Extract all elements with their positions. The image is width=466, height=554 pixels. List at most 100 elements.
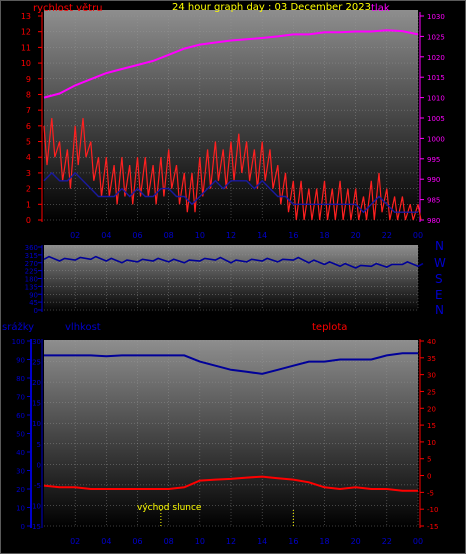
tick-label: 1010: [427, 95, 445, 103]
tick-label: 45: [29, 299, 38, 307]
tick-label: 13: [21, 12, 31, 21]
pressure-axis: 980 985 990 995 1000 1005 1010 1015 1020 1025 1030: [419, 12, 445, 225]
time-tick-label: 06: [132, 231, 142, 240]
tick-label: 100: [12, 338, 25, 346]
rain-axis: 0 10 20 30 40 50 60 70 80 90 100: [12, 338, 32, 531]
compass-n-top: N: [435, 239, 444, 253]
pressure-label: tlak: [371, 3, 390, 14]
tick-label: -10: [30, 502, 41, 510]
tick-label: 980: [427, 217, 440, 225]
humidity-label: vlhkost: [65, 322, 101, 333]
tick-label: 0: [34, 307, 38, 315]
tick-label: 15: [32, 400, 41, 408]
humidity-panel-grid: [44, 340, 419, 527]
tick-label: -10: [427, 506, 438, 514]
tick-label: 995: [427, 156, 440, 164]
time-tick-label: 22: [382, 231, 392, 240]
temperature-axis: -15 -10 -5 0 5 10 15 20 25 30 35 40: [419, 338, 438, 531]
tick-label: 5: [26, 138, 31, 147]
temperature-label: teplota: [312, 322, 347, 333]
wind-panel-series: [43, 29, 422, 221]
tick-label: 985: [427, 197, 440, 205]
tick-label: 30: [427, 372, 436, 380]
tick-label: 50: [16, 431, 25, 439]
tick-label: 90: [16, 357, 25, 365]
time-tick-label: 12: [226, 231, 236, 240]
tick-label: 25: [32, 359, 41, 367]
tick-label: 0: [427, 473, 431, 481]
time-tick-label: 20: [351, 231, 361, 240]
time-tick-label: 04: [101, 231, 111, 240]
tick-label: 9: [26, 75, 31, 84]
tick-label: 60: [16, 412, 25, 420]
compass-e: E: [435, 288, 443, 302]
tick-label: 11: [21, 43, 31, 52]
time-tick-label: 20: [351, 537, 361, 546]
tick-label: -15: [30, 523, 41, 531]
tick-label: 1030: [427, 13, 445, 21]
tick-label: 1: [26, 200, 31, 209]
tick-label: 40: [427, 338, 436, 346]
time-tick-label: 14: [257, 231, 267, 240]
temperature-line: [43, 475, 418, 492]
wind-gust-line: [43, 117, 422, 221]
tick-label: 20: [16, 486, 25, 494]
tick-label: 2: [26, 185, 31, 194]
tick-label: 10: [427, 439, 436, 447]
time-tick-label: 18: [319, 537, 329, 546]
tick-label: 0: [26, 216, 31, 225]
direction-panel-series: [43, 255, 424, 269]
compass-s: S: [435, 272, 443, 286]
tick-label: 35: [427, 355, 436, 363]
tick-label: 1015: [427, 74, 445, 82]
tick-label: 25: [427, 388, 436, 396]
tick-label: 6: [26, 122, 31, 131]
time-tick-label: 10: [195, 537, 205, 546]
time-tick-label: 12: [226, 537, 236, 546]
tick-label: 4: [26, 153, 31, 162]
tick-label: 990: [427, 176, 440, 184]
time-tick-label: 14: [257, 537, 267, 546]
tick-label: 30: [32, 338, 41, 346]
direction-line: [43, 255, 424, 269]
tick-label: -5: [34, 482, 41, 490]
tick-label: 0: [37, 461, 41, 469]
tick-label: 1020: [427, 54, 445, 62]
graph-title: 24 hour graph day : 03 December 2023: [172, 2, 371, 13]
tick-label: 7: [26, 106, 31, 115]
time-tick-label: 18: [319, 231, 329, 240]
compass-w: W: [434, 256, 446, 270]
sunrise-label: východ slunce: [137, 503, 202, 513]
tick-label: 180: [25, 276, 38, 284]
wind-speed-label: rychlost větru: [33, 2, 103, 14]
tick-label: 20: [32, 379, 41, 387]
time-tick-label: 16: [288, 231, 298, 240]
time-tick-label: 02: [70, 537, 80, 546]
tick-label: 10: [16, 505, 25, 513]
tick-label: 5: [427, 456, 431, 464]
tick-label: 10: [21, 59, 31, 68]
tick-label: -5: [427, 489, 434, 497]
humidity-axis: -15 -10 -5 0 5 10 15 20 25 30: [30, 338, 43, 531]
tick-label: -15: [427, 523, 438, 531]
tick-label: 135: [25, 283, 38, 291]
wind-panel-time-axis: 02 04 06 08 10 12 14 16 18 20 22 00: [70, 231, 423, 240]
wind-average-line: [43, 171, 418, 214]
tick-label: 8: [26, 90, 31, 99]
tick-label: 20: [427, 405, 436, 413]
pressure-line: [43, 29, 419, 99]
tick-label: 315: [25, 252, 38, 260]
time-tick-label: 02: [70, 231, 80, 240]
time-tick-label: 22: [382, 537, 392, 546]
wind-panel-grid: [44, 15, 419, 221]
time-tick-label: 10: [195, 231, 205, 240]
humidity-line: [44, 352, 418, 375]
rain-label: srážky: [2, 321, 34, 333]
tick-label: 225: [25, 268, 38, 276]
time-tick-label: 04: [101, 537, 111, 546]
